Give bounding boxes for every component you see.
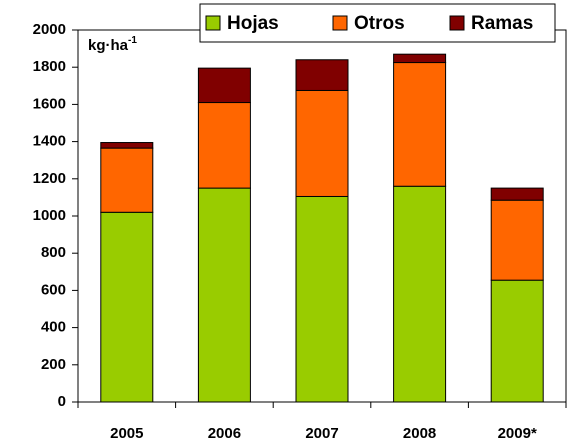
y-label-base: kg·ha bbox=[88, 37, 129, 54]
bar-segment bbox=[295, 89, 349, 197]
bar-segment bbox=[100, 211, 154, 403]
y-tick-label: 1000 bbox=[33, 207, 66, 224]
bar-segment bbox=[490, 187, 544, 201]
bar-segment bbox=[295, 59, 349, 91]
y-tick-label: 1200 bbox=[33, 170, 66, 187]
bar-segment bbox=[197, 102, 251, 189]
bar-segment bbox=[393, 53, 447, 64]
y-tick-label: 1400 bbox=[33, 133, 66, 150]
y-label-sup: -1 bbox=[128, 35, 137, 46]
bar-segment bbox=[197, 67, 251, 104]
legend-swatch bbox=[449, 15, 465, 31]
y-tick-label: 2000 bbox=[33, 21, 66, 38]
y-tick-label: 800 bbox=[41, 244, 66, 261]
legend-swatch bbox=[205, 15, 221, 31]
y-tick-label: 600 bbox=[41, 281, 66, 298]
legend-label: Ramas bbox=[471, 13, 533, 34]
bar-segment bbox=[393, 185, 447, 403]
x-tick-label: 2009* bbox=[498, 425, 537, 442]
bar-segment bbox=[490, 199, 544, 281]
legend-label: Otros bbox=[354, 13, 405, 34]
bar-segment bbox=[295, 195, 349, 403]
y-tick-label: 1600 bbox=[33, 95, 66, 112]
bar-segment bbox=[393, 62, 447, 187]
y-tick-label: 1800 bbox=[33, 58, 66, 75]
x-tick-label: 2006 bbox=[208, 425, 241, 442]
x-tick-label: 2008 bbox=[403, 425, 436, 442]
y-tick-label: 200 bbox=[41, 356, 66, 373]
x-tick-label: 2007 bbox=[305, 425, 338, 442]
y-axis-label: kg·ha-1 bbox=[88, 35, 137, 54]
legend-box bbox=[199, 3, 556, 43]
bar-segment bbox=[100, 147, 154, 213]
legend-label: Hojas bbox=[227, 13, 279, 34]
bar-segment bbox=[197, 187, 251, 403]
bar-segment bbox=[100, 142, 154, 149]
x-tick-label: 2005 bbox=[110, 425, 143, 442]
legend-swatch bbox=[332, 15, 348, 31]
y-tick-label: 400 bbox=[41, 319, 66, 336]
y-tick-label: 0 bbox=[58, 393, 66, 410]
bar-segment bbox=[490, 279, 544, 403]
